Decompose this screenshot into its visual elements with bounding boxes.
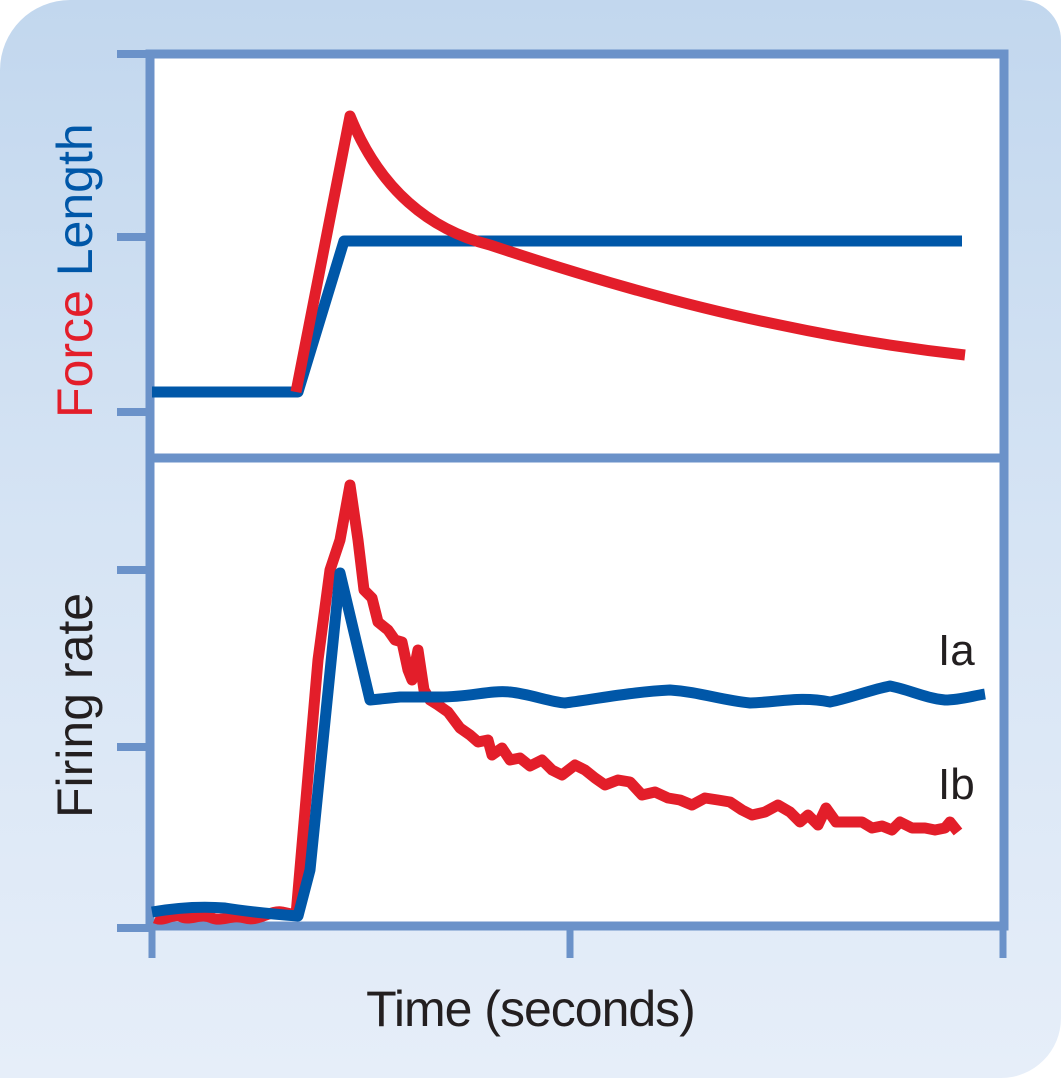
ia-label: Ia: [938, 626, 975, 675]
x-ticks: [148, 926, 1007, 958]
ib-line: [152, 479, 963, 925]
ib-label: Ib: [938, 760, 975, 809]
length-line: [152, 235, 962, 398]
x-axis-label: Time (seconds): [366, 981, 696, 1037]
axes-frame: [145, 49, 1009, 931]
length-label: Length: [47, 123, 103, 277]
ia-line: [151, 567, 986, 922]
firing-rate-ylabel: Firing rate: [47, 592, 103, 818]
force-length-ylabel: Force Length: [46, 123, 104, 418]
force-label: Force: [47, 290, 103, 418]
y-ticks: [117, 50, 150, 932]
plot-area: [150, 54, 1004, 926]
force-line: [290, 110, 966, 394]
